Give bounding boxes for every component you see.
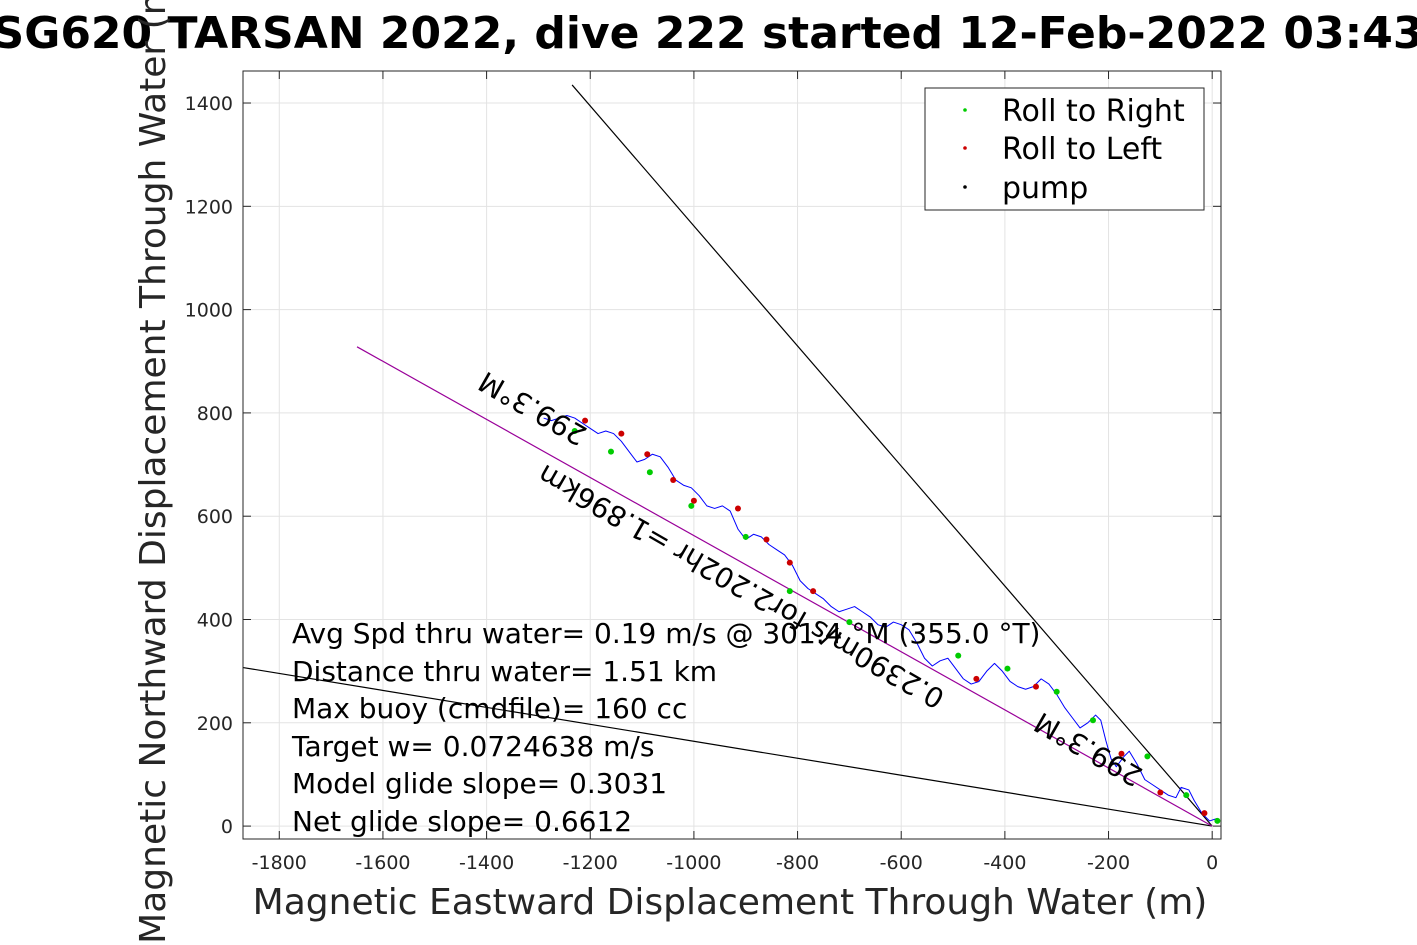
roll-left-point xyxy=(1157,789,1164,796)
chart-title: SG620 TARSAN 2022, dive 222 started 12-F… xyxy=(0,8,1417,59)
x-tick-label: -1000 xyxy=(666,852,721,874)
roll-right-point xyxy=(1089,717,1096,724)
ticks: -1800 -1600 -1400 -1200 -1000 -800 -600 -400 -20… xyxy=(185,71,1221,874)
roll-left-point xyxy=(1201,810,1208,817)
legend: Roll to Right Roll to Left pump xyxy=(924,87,1205,211)
legend-marker-pump xyxy=(963,185,967,189)
roll-right-point xyxy=(786,588,793,595)
legend-label-roll-right: Roll to Right xyxy=(1002,94,1185,129)
legend-box xyxy=(924,87,1205,211)
roll-right-point xyxy=(646,469,653,476)
roll-right-point xyxy=(1053,688,1060,695)
x-tick-label: -600 xyxy=(880,852,923,874)
roll-right-point xyxy=(1004,665,1011,672)
y-tick-label: 1400 xyxy=(185,93,233,115)
roll-left-point xyxy=(786,559,793,566)
glider-track xyxy=(543,414,1218,822)
roll-left-point xyxy=(1032,683,1039,690)
x-tick-label: -200 xyxy=(1087,852,1130,874)
roll-left-point xyxy=(618,430,625,437)
annotation-max-buoy: Max buoy (cmdfile)= 160 cc xyxy=(292,692,687,725)
roll-right-point xyxy=(688,502,695,509)
roll-left-point xyxy=(734,505,741,512)
roll-left-point xyxy=(763,536,770,543)
roll-left-point xyxy=(690,497,697,504)
x-tick-label: 0 xyxy=(1206,852,1218,874)
annotation-target-w: Target w= 0.0724638 m/s xyxy=(291,730,654,763)
annotation-distance: Distance thru water= 1.51 km xyxy=(292,655,717,688)
roll-right-point xyxy=(571,427,578,434)
roll-left-point xyxy=(973,675,980,682)
y-tick-label: 1200 xyxy=(185,196,233,218)
plot-lines xyxy=(242,84,1213,827)
y-tick-label: 0 xyxy=(221,816,233,838)
y-axis-label: Magnetic Northward Displacement Through … xyxy=(133,0,174,944)
legend-marker-roll-left xyxy=(963,146,967,150)
annotation-avg-speed: Avg Spd thru water= 0.19 m/s @ 301.4 °M … xyxy=(292,617,1040,650)
roll-right-point xyxy=(1214,817,1221,824)
y-tick-label: 600 xyxy=(197,506,233,528)
annotation-net-glide: Net glide slope= 0.6612 xyxy=(292,805,632,838)
annotations: Avg Spd thru water= 0.19 m/s @ 301.4 °M … xyxy=(291,617,1040,838)
y-tick-label: 400 xyxy=(197,609,233,631)
segment-label: 299.3°M xyxy=(1029,705,1148,792)
roll-left-point xyxy=(810,588,817,595)
segment-label: 299.3°M xyxy=(473,365,592,452)
x-tick-label: -1200 xyxy=(563,852,618,874)
x-axis-label: Magnetic Eastward Displacement Through W… xyxy=(253,882,1208,923)
segment-labels: 299.3°M0.2390m/s for2.202hr =1.896km299.… xyxy=(473,365,1148,793)
roll-left-point xyxy=(670,477,677,484)
legend-label-pump: pump xyxy=(1002,171,1088,206)
roll-right-point xyxy=(1144,753,1151,760)
y-tick-label: 200 xyxy=(197,713,233,735)
roll-right-point xyxy=(607,448,614,455)
plot-frame xyxy=(242,70,1222,840)
roll-right-point xyxy=(742,533,749,540)
legend-label-roll-left: Roll to Left xyxy=(1002,132,1162,167)
roll-left-point xyxy=(582,417,589,424)
x-tick-label: -1400 xyxy=(459,852,514,874)
x-tick-label: -1600 xyxy=(355,852,410,874)
reference-line xyxy=(356,346,1213,827)
reference-line xyxy=(571,84,1213,827)
roll-left-point xyxy=(644,451,651,458)
roll-right-point xyxy=(846,619,853,626)
roll-markers xyxy=(571,417,1221,824)
roll-right-point xyxy=(955,652,962,659)
x-tick-label: -400 xyxy=(983,852,1026,874)
x-tick-label: -800 xyxy=(776,852,819,874)
y-tick-label: 1000 xyxy=(185,300,233,322)
roll-left-point xyxy=(1118,750,1125,757)
annotation-model-glide: Model glide slope= 0.3031 xyxy=(292,767,667,800)
roll-right-point xyxy=(1183,792,1190,799)
track xyxy=(543,414,1218,822)
legend-marker-roll-right xyxy=(963,108,967,112)
reference-line xyxy=(242,666,1213,827)
x-tick-label: -1800 xyxy=(252,852,307,874)
y-tick-label: 800 xyxy=(197,403,233,425)
